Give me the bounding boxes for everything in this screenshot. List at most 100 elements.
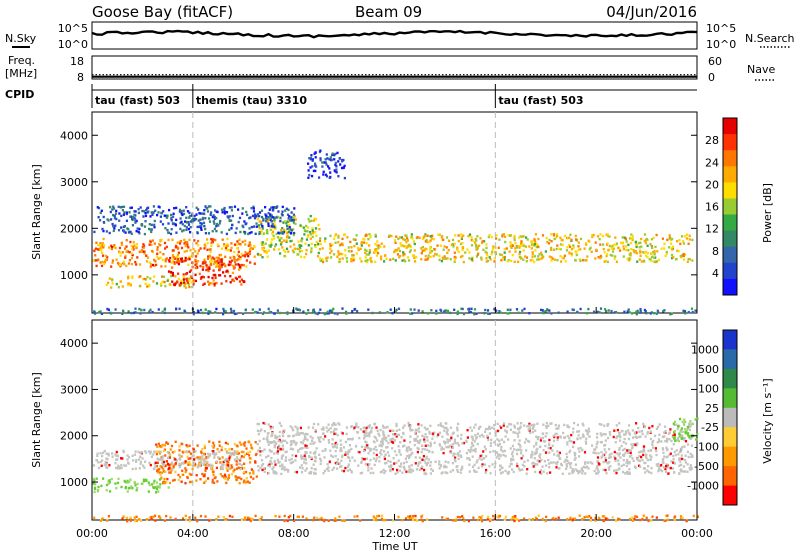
velocity-cell [155, 491, 158, 494]
power-cell [125, 245, 128, 248]
velocity-cell [566, 441, 569, 444]
power-cell [216, 265, 219, 268]
velocity-cell [235, 478, 238, 482]
power-cell [452, 245, 455, 248]
velocity-cell [584, 472, 587, 475]
velocity-cell [444, 440, 447, 444]
velocity-cell [153, 467, 156, 470]
velocity-cell [339, 447, 342, 450]
power-cell [653, 253, 656, 256]
power-cell [172, 222, 175, 226]
velocity-cell [568, 425, 571, 429]
velocity-cell [203, 481, 206, 484]
velocity-cell [124, 464, 128, 467]
power-cell [462, 312, 466, 316]
power-cell [632, 249, 635, 252]
velocity-cell [538, 471, 542, 474]
velocity-cell [557, 427, 560, 430]
power-cell [442, 256, 446, 260]
velocity-cell [166, 477, 169, 481]
velocity-cell [476, 432, 480, 435]
velocity-cell [411, 469, 415, 472]
velocity-cell [511, 455, 514, 458]
velocity-cell [331, 468, 334, 471]
noise-line [91, 29, 698, 39]
power-cell [655, 233, 658, 237]
velocity-cell [226, 451, 229, 455]
power-cell [273, 248, 276, 251]
power-cell [277, 231, 280, 234]
velocity-cell [466, 436, 469, 439]
velocity-cell [578, 455, 581, 458]
velocity-cell [594, 519, 597, 522]
velocity-cell [414, 514, 417, 518]
power-cell [627, 243, 630, 246]
velocity-cell [674, 453, 677, 457]
velocity-cell [650, 471, 653, 475]
velocity-cell [456, 429, 459, 432]
power-cell [462, 260, 465, 264]
power-cell [311, 165, 314, 168]
velocity-cell [280, 467, 284, 471]
velocity-cell [689, 434, 692, 438]
power-cell [190, 281, 193, 284]
velocity-cell [416, 439, 419, 443]
power-cell [283, 254, 286, 258]
velocity-cell [382, 431, 385, 435]
power-cell [649, 242, 652, 246]
velocity-cell [571, 470, 574, 474]
velocity-cell [628, 449, 631, 452]
power-cell [314, 312, 317, 315]
power-cell [147, 210, 150, 213]
power-cell [453, 251, 456, 254]
power-cell [461, 248, 464, 252]
velocity-cell [123, 479, 126, 483]
velocity-cell [197, 458, 200, 461]
velocity-cell [649, 437, 652, 441]
power-cell [377, 251, 380, 255]
power-cell [636, 260, 639, 263]
power-cell [278, 236, 281, 240]
velocity-cell [670, 460, 673, 463]
velocity-cell [632, 436, 635, 439]
power-cell [195, 218, 198, 221]
velocity-cell [498, 457, 501, 460]
power-cell [241, 240, 244, 244]
power-cell [334, 241, 337, 244]
velocity-cell [562, 431, 565, 435]
velocity-cell [552, 516, 555, 520]
velocity-cell [490, 438, 493, 441]
power-cell [365, 233, 368, 236]
power-cell [117, 286, 120, 289]
velocity-cell [466, 429, 469, 432]
velocity-cell [669, 428, 672, 431]
power-cell [235, 258, 238, 262]
noise-right-tick-bottom: 10^0 [706, 38, 736, 51]
velocity-cell [409, 454, 412, 457]
power-cell [274, 226, 277, 229]
power-cell [687, 310, 690, 314]
power-cell [129, 282, 132, 286]
velocity-cell [357, 450, 360, 454]
power-cell [409, 312, 412, 315]
velocity-cell [297, 450, 300, 453]
power-cell [443, 245, 446, 248]
power-cell [229, 307, 233, 311]
power-cell [606, 253, 609, 256]
velocity-cell [297, 433, 300, 436]
power-cell [416, 236, 419, 239]
velocity-cell [588, 435, 591, 438]
velocity-cell [673, 462, 676, 465]
power-cell [542, 255, 545, 258]
power-cell [317, 223, 320, 227]
velocity-cell [405, 460, 408, 464]
velocity-cell [565, 463, 568, 466]
velocity-cell [504, 469, 507, 473]
velocity-cell [584, 461, 587, 464]
velocity-cell [594, 451, 597, 455]
velocity-cell [602, 468, 605, 472]
velocity-cell [177, 478, 180, 482]
power-cell [153, 258, 156, 262]
velocity-cell [523, 460, 526, 463]
velocity-cell [226, 469, 229, 472]
